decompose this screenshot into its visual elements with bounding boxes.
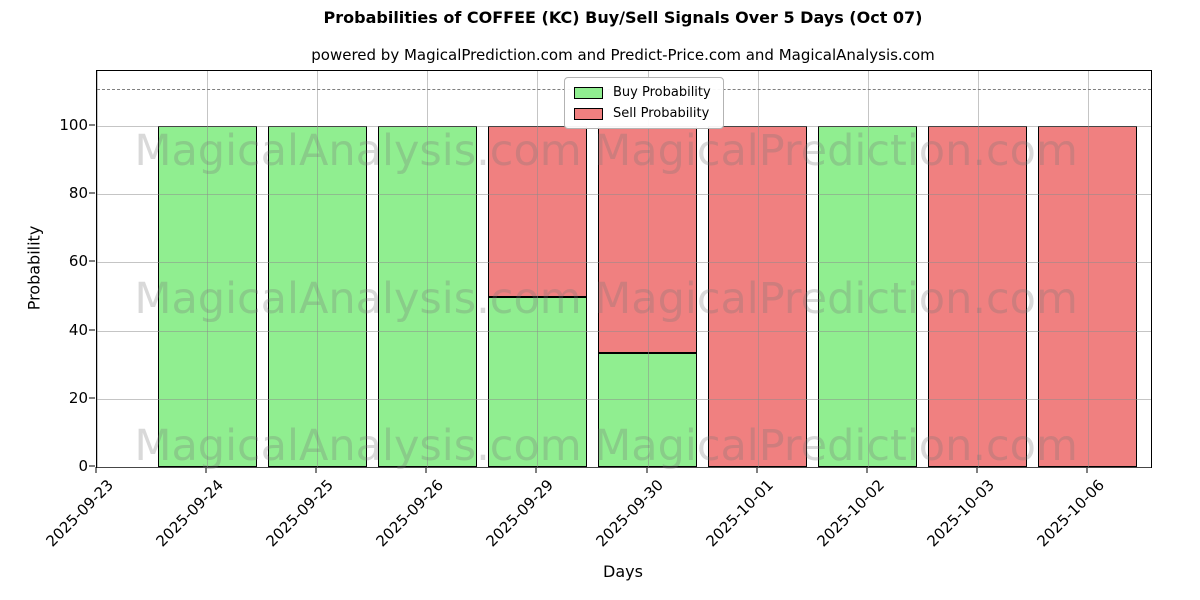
plot-area: Buy Probability Sell Probability Magical… [96,70,1152,471]
x-tick-mark [756,467,758,473]
x-tick-label: 2025-09-26 [372,476,448,551]
x-tick-mark [425,467,427,473]
y-tick-mark [89,329,95,331]
bar-segment-sell [928,126,1028,467]
legend-entry-buy: Buy Probability [574,85,711,100]
bar-segment-buy [487,296,587,467]
x-tick-mark [315,467,317,473]
x-tick-mark [205,467,207,473]
y-tick-label: 0 [78,457,88,475]
legend-entry-sell: Sell Probability [574,106,711,121]
y-tick-mark [89,192,95,194]
x-tick-mark [646,467,647,473]
x-tick-label: 2025-09-24 [152,476,227,551]
x-tick-label: 2025-09-25 [262,476,337,551]
legend: Buy Probability Sell Probability [564,77,724,129]
legend-label-buy: Buy Probability [613,85,711,100]
x-tick-mark [535,467,537,473]
bar-segment-buy [157,126,257,467]
x-tick-label: 2025-10-06 [1033,476,1108,551]
bar-segment-buy [377,126,477,467]
bar-segment-sell [708,126,808,467]
bar-segment-buy [598,353,697,467]
x-tick-mark [976,467,978,473]
x-tick-mark [866,467,868,473]
y-tick-label: 40 [68,320,88,339]
y-tick-label: 100 [59,116,88,134]
x-tick-label: 2025-09-30 [592,476,668,551]
bar-segment-buy [267,126,367,467]
x-tick-mark [95,467,97,473]
x-axis-label: Days [603,562,643,581]
bar-segment-buy [818,126,918,467]
y-tick-label: 80 [68,184,88,203]
bar-segment-sell [487,126,587,297]
v-gridline [97,71,98,467]
buy-swatch-icon [574,86,603,99]
h-gridline [97,467,1151,468]
x-tick-mark [1086,467,1088,473]
bar-segment-sell [598,126,697,354]
bar-segment-sell [1038,126,1138,467]
y-tick-mark [89,397,95,399]
y-tick-mark [89,260,95,262]
y-tick-label: 60 [68,252,88,271]
y-tick-label: 20 [68,388,88,407]
chart-title: Probabilities of COFFEE (KC) Buy/Sell Si… [323,8,923,27]
x-tick-label: 2025-09-29 [482,476,558,551]
x-tick-label: 2025-09-23 [42,476,117,551]
chart-subtitle: powered by MagicalPrediction.com and Pre… [311,46,935,64]
sell-swatch-icon [574,107,603,120]
y-tick-mark [89,465,95,467]
x-tick-label: 2025-10-02 [813,476,888,551]
legend-label-sell: Sell Probability [613,106,710,121]
y-tick-mark [89,124,95,126]
x-tick-label: 2025-10-03 [923,476,998,551]
x-tick-label: 2025-10-01 [702,476,778,551]
